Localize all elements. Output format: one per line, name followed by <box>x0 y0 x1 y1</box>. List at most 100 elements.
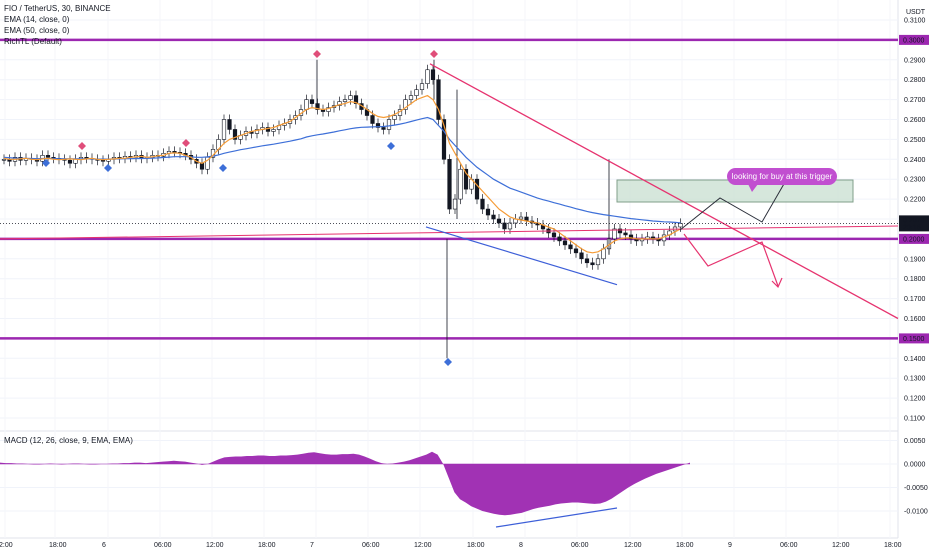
macd-tick-label: 0.0000 <box>904 462 926 469</box>
resistance-trendline <box>429 63 899 320</box>
x-tick-label: 18:00 <box>49 542 67 549</box>
ema14-legend[interactable]: EMA (14, close, 0) <box>4 15 70 24</box>
macd-legend[interactable]: MACD (12, 26, close, 9, EMA, EMA) <box>4 436 133 445</box>
richtl-marker <box>444 358 452 366</box>
candle-body <box>568 244 573 250</box>
candle-body <box>172 151 177 153</box>
countdown-label: 29:16 <box>903 224 921 231</box>
candle-body <box>595 258 601 266</box>
level-label: 0.1500 <box>903 336 925 343</box>
candle-body <box>227 119 232 130</box>
candle-body <box>304 99 309 110</box>
candle-body <box>414 89 419 96</box>
y-tick-label: 0.1200 <box>904 396 926 403</box>
candle-body <box>375 123 381 128</box>
level-badge <box>899 333 929 344</box>
candle-body <box>496 218 502 224</box>
candle-body <box>447 159 452 210</box>
x-tick-label: 6 <box>102 542 106 549</box>
richtl-marker <box>219 164 227 172</box>
candle-body <box>436 79 441 120</box>
y-tick-label: 0.2200 <box>904 197 926 204</box>
level-badge <box>899 34 929 45</box>
candle-body <box>353 95 359 104</box>
bull-projection-path <box>679 169 793 231</box>
macd-tick-label: -0.0050 <box>904 485 928 492</box>
annotation-callout[interactable]: looking for buy at this trigger <box>727 168 837 185</box>
candle-body <box>403 99 408 110</box>
candle-body <box>623 232 628 236</box>
x-tick-label: 8 <box>519 542 523 549</box>
candle-body <box>45 155 51 158</box>
x-tick-label: 12:00 <box>414 542 432 549</box>
candle-body <box>1 159 7 161</box>
candle-body <box>507 222 513 230</box>
candle-body <box>425 69 430 84</box>
candle-body <box>221 119 227 140</box>
bear-arrow-head <box>771 277 783 289</box>
candle-body <box>315 103 320 110</box>
symbol-title[interactable]: FIO / TetherUS, 30, BINANCE <box>4 4 111 13</box>
candle-body <box>265 127 271 132</box>
x-tick-label: 2:00 <box>0 542 13 549</box>
candle-body <box>601 248 606 260</box>
level-badge <box>899 233 929 244</box>
y-tick-label: 0.1600 <box>904 316 926 323</box>
candle-body <box>67 159 73 164</box>
candle-body <box>337 101 342 106</box>
candle-body <box>485 208 491 216</box>
y-tick-label: 0.1100 <box>904 416 925 423</box>
candle-body <box>326 107 331 112</box>
current-price-badge <box>899 215 929 232</box>
candle-body <box>419 83 425 90</box>
candle-body <box>452 198 458 210</box>
bear-projection-path <box>683 233 779 287</box>
chart-legend: FIO / TetherUS, 30, BINANCE EMA (14, clo… <box>4 3 111 47</box>
y-tick-label: 0.2300 <box>904 177 926 184</box>
richtl-marker <box>78 142 86 150</box>
candle-body <box>381 127 386 130</box>
y-tick-label: 0.2600 <box>904 117 926 124</box>
candle-body <box>342 99 348 102</box>
x-tick-label: 7 <box>310 542 314 549</box>
macd-divergence-line <box>495 507 618 528</box>
candle-body <box>348 95 353 100</box>
candle-body <box>463 168 469 190</box>
candle-body <box>551 232 557 238</box>
x-tick-label: 18:00 <box>258 542 276 549</box>
level-label: 0.3000 <box>903 37 925 44</box>
y-tick-label: 0.1700 <box>904 296 926 303</box>
candle-body <box>579 252 584 260</box>
ema50-legend[interactable]: EMA (50, close, 0) <box>4 26 70 35</box>
candle-body <box>430 69 436 80</box>
x-tick-label: 06:00 <box>571 542 589 549</box>
candle-body <box>441 119 447 160</box>
candle-body <box>458 168 463 200</box>
ema14-line <box>3 94 681 254</box>
y-tick-label: 0.2400 <box>904 157 926 164</box>
currency-label: USDT <box>906 9 926 16</box>
x-tick-label: 18:00 <box>884 542 902 549</box>
richtl-legend[interactable]: RichTL (Default) <box>4 37 62 46</box>
richtl-marker <box>104 164 112 172</box>
candle-body <box>617 228 623 234</box>
candle-body <box>370 115 375 124</box>
candle-body <box>408 95 414 100</box>
macd-tick-label: -0.0100 <box>904 509 928 516</box>
x-tick-label: 06:00 <box>154 542 172 549</box>
candle-body <box>518 216 524 220</box>
x-tick-label: 9 <box>728 542 732 549</box>
level-label: 0.2000 <box>903 236 925 243</box>
candle-body <box>590 262 595 266</box>
current-price-label: 0.2078 <box>903 217 925 224</box>
candle-body <box>612 228 617 240</box>
candle-body <box>480 198 485 210</box>
candle-body <box>628 234 634 240</box>
macd-area <box>0 451 690 516</box>
support-trendline <box>425 226 618 286</box>
richtl-marker <box>387 142 395 150</box>
y-tick-label: 0.1800 <box>904 276 926 283</box>
